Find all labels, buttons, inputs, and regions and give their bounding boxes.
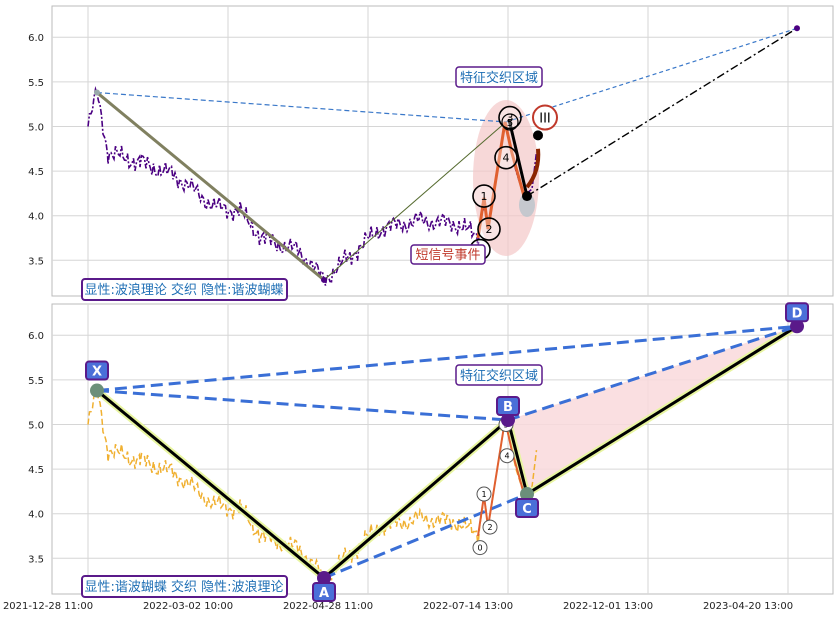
point-b-label: B (503, 400, 513, 415)
leg-ab (323, 418, 509, 580)
wave-label-circle (476, 486, 492, 502)
curved-arrow (525, 148, 541, 189)
wave-label-4: 4 (503, 152, 510, 165)
wave-label-2: 2 (486, 223, 493, 236)
dashed-line-xb (96, 91, 507, 123)
leg-cd (526, 325, 798, 496)
x-tick-label: 2022-12-01 13:00 (563, 601, 653, 612)
point-c-label: C (522, 502, 532, 517)
point-c-dot (520, 487, 534, 502)
dashed-line-xb (96, 389, 509, 422)
x-tick-label: 2022-07-14 13:00 (423, 601, 513, 612)
wave-label-circle (494, 145, 518, 170)
y-tick-label: 5.5 (28, 78, 44, 89)
line-ab (323, 121, 507, 281)
y-tick-label: 5.5 (28, 376, 44, 387)
point-c-box (515, 498, 539, 519)
point-a-label: A (319, 586, 329, 601)
y-tick-label: 5.0 (28, 122, 44, 133)
point-d-dot (790, 319, 804, 334)
point-x-label: X (92, 365, 102, 380)
top-panel: 3.54.04.55.05.56.0 012435III特征交织区域短信号事件显… (28, 5, 834, 301)
bottom-panel: 3.5 4.0 4.5 5.0 5.5 6.0 2021-12-28 11:00 2022-… (3, 302, 834, 612)
signal-marker (533, 130, 543, 141)
wave-label-1: 1 (481, 490, 486, 499)
signal-label-box (410, 244, 486, 265)
wave-path (476, 121, 526, 239)
wave-label-2: 2 (487, 523, 492, 532)
bottom-overlay: 01243XABCD特征交织区域显性:谐波蝴蝶 交织 隐性:波浪理论 (81, 302, 809, 602)
y-tick-label: 4.0 (28, 510, 44, 521)
zone-label-box (455, 66, 543, 88)
zone-label: 特征交织区域 (460, 70, 538, 86)
y-tick-label: 5.0 (28, 420, 44, 431)
y-tick-label: 4.5 (28, 465, 44, 476)
bottom-y-ticks: 3.5 4.0 4.5 5.0 5.5 6.0 (28, 331, 44, 565)
top-bottom-label-box (81, 278, 288, 301)
zone-label: 特征交织区域 (460, 368, 538, 384)
wave-label-4: 4 (504, 452, 509, 461)
point-b-dot (501, 413, 515, 427)
point-a-box (312, 581, 336, 602)
x-tick-label: 2023-04-20 13:00 (703, 601, 793, 612)
point-x-dot (90, 383, 104, 398)
d-point-dot (794, 25, 800, 32)
point-d-label: D (792, 306, 803, 321)
bottom-plot-area (51, 303, 834, 595)
a-point-dot (321, 276, 327, 283)
x-tick-label: 2022-03-02 10:00 (143, 601, 233, 612)
dashed-line-bd (507, 324, 798, 422)
y-tick-label: 6.0 (28, 331, 44, 342)
wave-label-circle (472, 540, 488, 556)
wave-drop-line (507, 118, 529, 197)
dashdot-line-cd (526, 27, 798, 197)
c-point-marker (522, 191, 532, 202)
zone-label-box (455, 364, 543, 386)
x-tick-label: 2022-04-28 11:00 (283, 601, 373, 612)
wave-label-circle (498, 105, 522, 130)
wave-label-circle (499, 448, 515, 464)
y-tick-label: 4.5 (28, 167, 44, 178)
y-tick-label: 3.5 (28, 554, 44, 565)
dashed-line-ac (323, 492, 528, 580)
bottom-bottom-label-box (81, 575, 288, 598)
dashed-line-xd (96, 324, 798, 393)
roman-circle (532, 104, 558, 131)
top-price-line (87, 85, 538, 286)
wave-label-circle (472, 184, 496, 208)
x-point-dot (94, 89, 100, 96)
wave-label-1: 1 (481, 190, 488, 203)
y-tick-label: 6.0 (28, 33, 44, 44)
x-axis-ticks: 2021-12-28 11:00 2022-03-02 10:00 2022-04-… (3, 601, 793, 612)
top-bottom-label: 显性:波浪理论 交织 隐性:谐波蝴蝶 (84, 282, 283, 298)
bottom-grid (52, 304, 833, 594)
leg-bc (506, 419, 529, 495)
point-a-dot (317, 570, 331, 585)
leg-xa (96, 389, 325, 580)
wave-label-0: 0 (477, 544, 482, 553)
signal-label: 短信号事件 (415, 248, 480, 263)
wave-label-circle (501, 113, 519, 131)
y-tick-label: 4.0 (28, 212, 44, 223)
trend-line-xa (96, 91, 325, 282)
price-series-line (87, 85, 538, 286)
point-d-box (785, 302, 809, 323)
top-y-ticks: 3.5 4.0 4.5 5.0 5.5 6.0 (28, 33, 44, 267)
wave-label-5: 5 (507, 118, 513, 129)
bottom-bottom-label: 显性:谐波蝴蝶 交织 隐性:波浪理论 (84, 579, 283, 595)
wave-label-circle (477, 217, 501, 241)
dashed-line-bd (505, 27, 798, 123)
roman-label: III (539, 112, 551, 127)
wave-label-3: 3 (507, 112, 514, 125)
x-tick-label: 2021-12-28 11:00 (3, 601, 93, 612)
point-x-box (85, 360, 109, 381)
wave-label-circle (482, 519, 498, 535)
point-b-box (496, 396, 520, 416)
y-tick-label: 3.5 (28, 256, 44, 267)
